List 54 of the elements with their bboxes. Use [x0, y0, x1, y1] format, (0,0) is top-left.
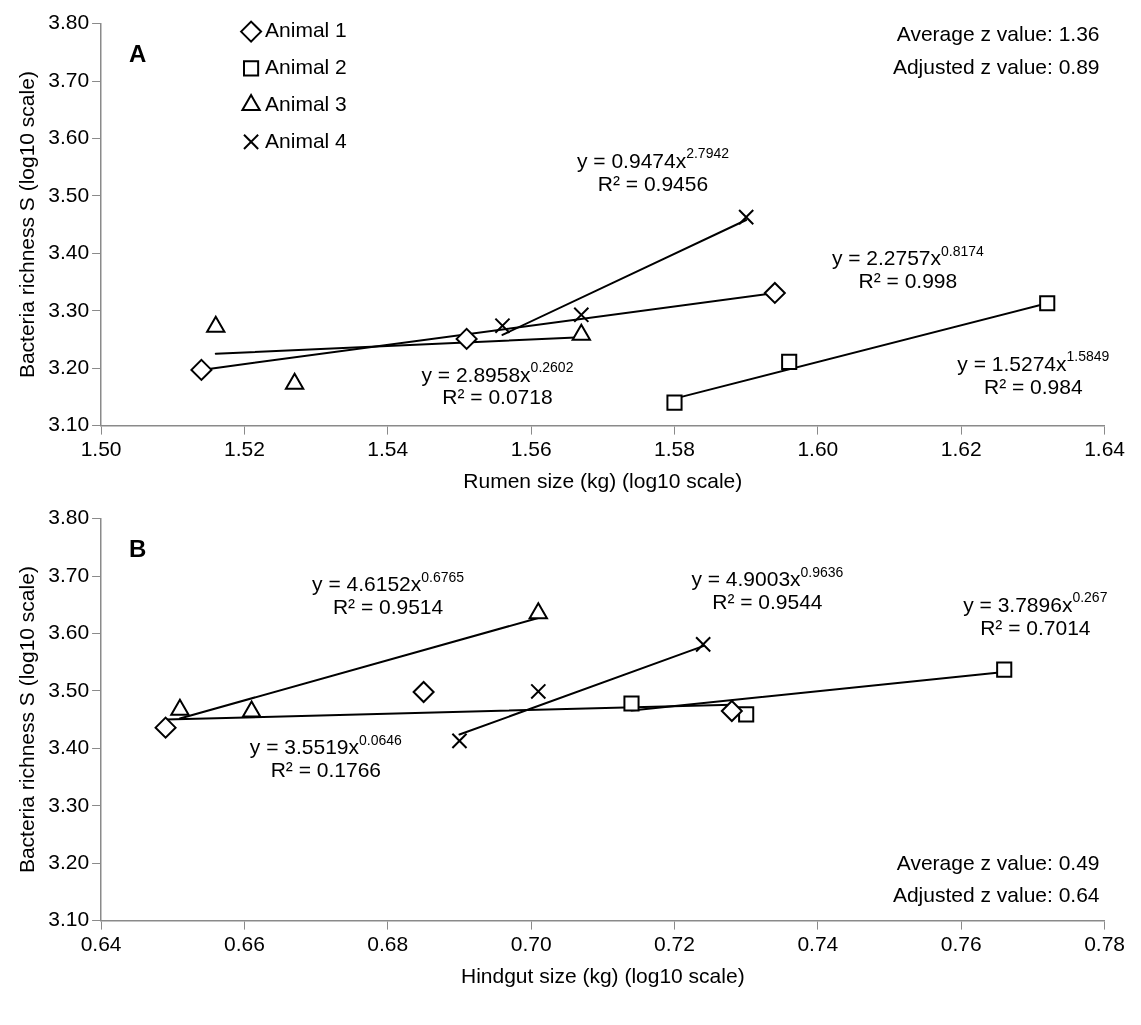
- x-tick-label: 1.60: [797, 437, 839, 460]
- legend-label: Animal 3: [265, 91, 347, 115]
- x-tick-label: 0.66: [223, 932, 265, 955]
- x-tick-label: 0.72: [654, 932, 695, 955]
- x-tick-label: 1.56: [510, 437, 552, 460]
- y-tick-label: 3.80: [48, 505, 90, 529]
- annotation: R² = 0.9456: [597, 171, 709, 195]
- y-tick-label: 3.70: [48, 562, 90, 586]
- y-tick-label: 3.20: [48, 849, 90, 873]
- y-tick-label: 3.40: [48, 240, 90, 264]
- y-tick-label: 3.60: [48, 620, 90, 644]
- annotation: Average z value: 0.49: [896, 851, 1100, 875]
- text: B: [129, 535, 147, 563]
- annotation: R² = 0.9514: [332, 595, 444, 619]
- y-tick-label: 3.50: [48, 182, 90, 206]
- legend-label: Animal 4: [265, 128, 348, 152]
- x-tick-label: 1.52: [223, 437, 265, 460]
- x-tick-label: 1.54: [367, 437, 409, 460]
- y-tick-label: 3.30: [48, 792, 90, 816]
- x-tick-label: 1.58: [654, 437, 695, 460]
- y-tick-label: 3.10: [48, 412, 90, 436]
- annotation: R² = 0.0718: [442, 385, 553, 409]
- annotation: R² = 0.998: [858, 269, 958, 293]
- annotation: R² = 0.9544: [712, 590, 823, 614]
- x-tick-label: 1.50: [80, 437, 122, 460]
- y-tick-label: 3.60: [48, 125, 90, 149]
- y-tick-label: 3.30: [48, 297, 90, 321]
- legend-label: Animal 1: [265, 18, 347, 42]
- y-tick-label: 3.80: [48, 10, 90, 34]
- y-tick-label: 3.20: [48, 354, 90, 378]
- annotation: Adjusted z value: 0.89: [892, 54, 1100, 78]
- y-tick-label: 3.70: [48, 67, 90, 91]
- annotation: Adjusted z value: 0.64: [892, 883, 1100, 907]
- x-tick-label: 0.64: [80, 932, 122, 955]
- legend-label: Animal 2: [265, 55, 347, 79]
- y-axis-title: Bacteria richness S (log10 scale): [15, 71, 39, 379]
- x-tick-label: 0.76: [940, 932, 982, 955]
- x-tick-label: 1.64: [1084, 437, 1126, 460]
- x-tick-label: 0.68: [367, 932, 409, 955]
- y-tick-label: 3.40: [48, 735, 90, 759]
- x-tick-label: 0.78: [1084, 932, 1125, 955]
- x-tick-label: 1.62: [940, 437, 982, 460]
- x-axis-title: Hindgut size (kg) (log10 scale): [461, 964, 745, 988]
- y-axis-title: Bacteria richness S (log10 scale): [15, 566, 39, 874]
- y-tick-label: 3.10: [48, 907, 90, 931]
- text: A: [129, 40, 147, 68]
- annotation: R² = 0.1766: [270, 758, 382, 782]
- x-tick-label: 0.74: [797, 932, 839, 955]
- annotation: Average z value: 1.36: [896, 22, 1100, 46]
- annotation: R² = 0.7014: [980, 615, 1091, 639]
- x-tick-label: 0.70: [510, 932, 552, 955]
- y-tick-label: 3.50: [48, 677, 90, 701]
- x-axis-title: Rumen size (kg) (log10 scale): [463, 469, 743, 493]
- annotation: R² = 0.984: [983, 374, 1083, 398]
